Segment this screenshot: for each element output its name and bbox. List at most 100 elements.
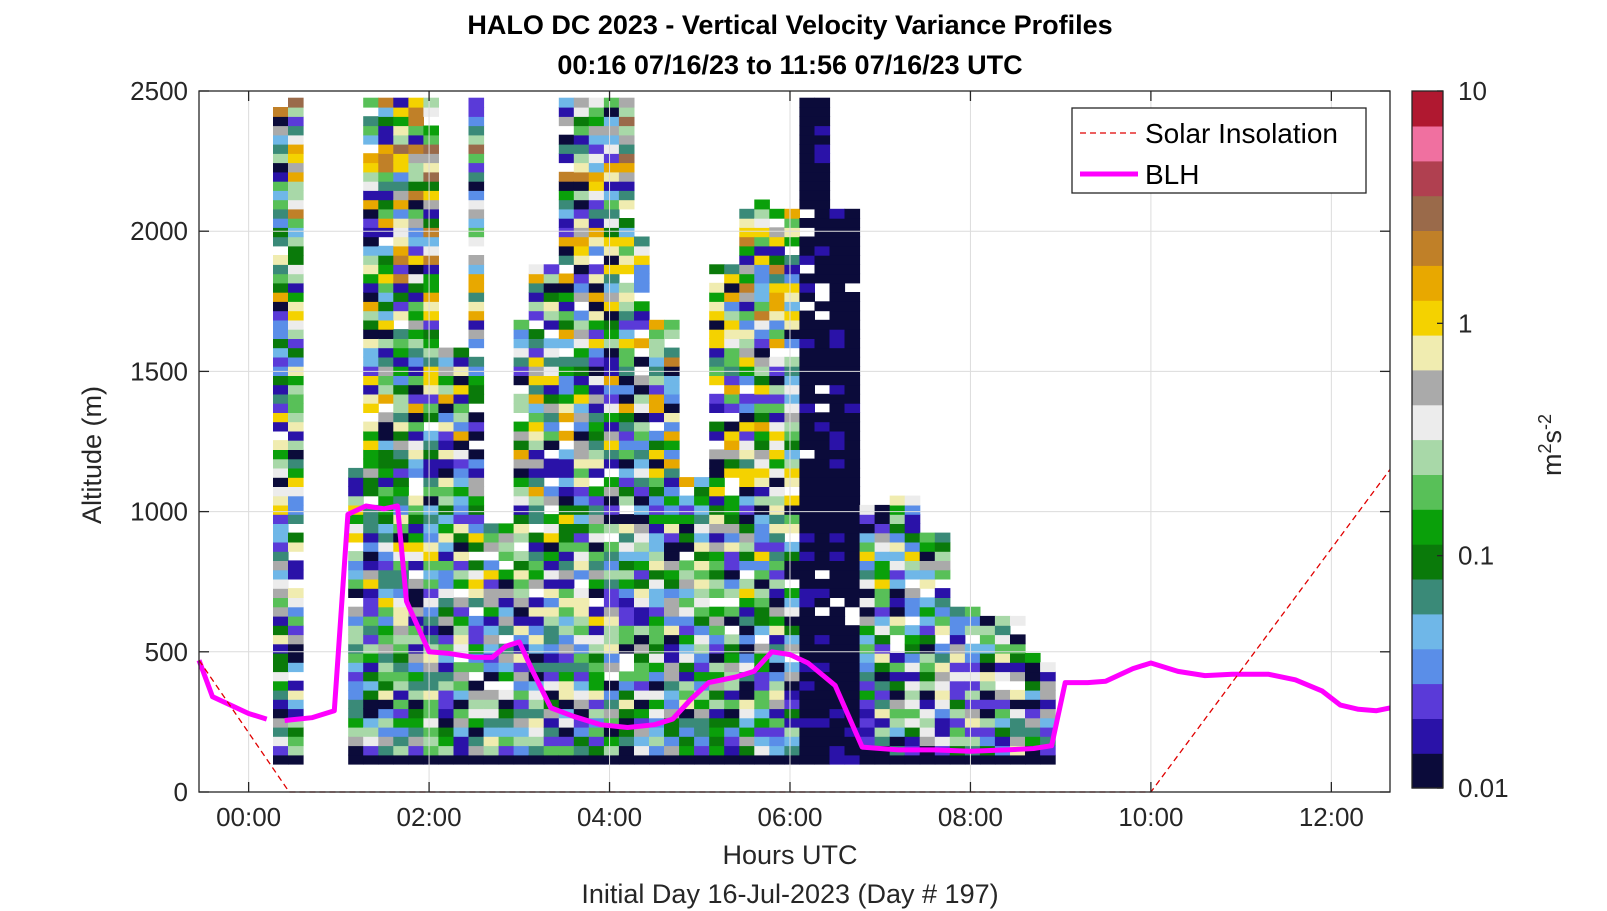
heatmap-cell <box>799 421 815 432</box>
heatmap-cell <box>934 569 951 580</box>
legend: Solar Insolation BLH <box>1071 107 1367 194</box>
heatmap-cell <box>288 292 304 302</box>
heatmap-cell <box>573 171 590 182</box>
heatmap-cell <box>423 347 439 358</box>
colorbar-segment <box>1412 718 1443 754</box>
heatmap-cell <box>799 125 815 136</box>
heatmap-cell <box>649 615 665 626</box>
heatmap-cell <box>679 726 695 737</box>
heatmap-cell <box>498 523 515 534</box>
heatmap-cell <box>603 699 620 710</box>
heatmap-cell <box>603 458 620 469</box>
heatmap-cell <box>588 116 605 127</box>
x-axis-label: Hours UTC <box>722 840 857 870</box>
heatmap-cell <box>363 255 379 265</box>
heatmap-cell <box>784 680 800 691</box>
x-tick-label: 06:00 <box>757 802 822 832</box>
heatmap-cell <box>408 440 424 450</box>
heatmap-cell <box>784 292 800 302</box>
heatmap-cell <box>573 134 590 145</box>
heatmap-cell <box>829 255 846 265</box>
heatmap-cell <box>423 652 439 663</box>
heatmap-cell <box>603 736 620 747</box>
heatmap-cell <box>634 245 650 256</box>
heatmap-cell <box>769 754 785 765</box>
heatmap-cell <box>889 736 906 747</box>
heatmap-cell <box>814 495 831 506</box>
heatmap-cell <box>694 689 710 700</box>
heatmap-cell <box>468 560 485 571</box>
heatmap-cell <box>363 273 379 284</box>
heatmap-cell <box>408 717 424 728</box>
heatmap-cell <box>393 412 409 423</box>
heatmap-cell <box>709 421 725 432</box>
heatmap-cell <box>378 615 394 626</box>
heatmap-cell <box>784 403 800 413</box>
heatmap-cell <box>468 273 485 284</box>
heatmap-cell <box>528 356 545 367</box>
heatmap-cell <box>453 430 470 441</box>
heatmap-cell <box>634 643 650 654</box>
heatmap-cell <box>769 662 785 673</box>
colorbar-segment <box>1412 439 1443 475</box>
heatmap-cell <box>769 643 785 654</box>
heatmap-cell <box>618 745 635 756</box>
heatmap-cell <box>739 412 755 423</box>
heatmap-cell <box>468 523 485 534</box>
heatmap-cell <box>664 449 680 460</box>
heatmap-cell <box>573 736 590 747</box>
heatmap-cell <box>348 615 364 626</box>
heatmap-cell <box>618 615 635 626</box>
heatmap-cell <box>573 292 590 302</box>
heatmap-cell <box>994 708 1011 719</box>
heatmap-cell <box>694 745 710 756</box>
heatmap-cell <box>754 264 770 275</box>
heatmap-cell <box>754 560 770 571</box>
heatmap-cell <box>618 301 635 312</box>
heatmap-cell <box>348 726 364 737</box>
heatmap-cell <box>423 227 439 238</box>
legend-box <box>1071 107 1367 194</box>
heatmap-cell <box>799 504 815 515</box>
heatmap-cell <box>588 588 605 598</box>
heatmap-cell <box>603 689 620 700</box>
heatmap-cell <box>378 264 394 275</box>
heatmap-cell <box>438 412 454 423</box>
colorbar-tick-label: 1 <box>1458 308 1472 338</box>
heatmap-cell <box>754 504 770 515</box>
heatmap-cell <box>483 708 500 719</box>
heatmap-cell <box>904 532 921 543</box>
heatmap-cell <box>468 134 485 145</box>
heatmap-cell <box>603 356 620 367</box>
heatmap-cell <box>829 745 846 756</box>
heatmap-cell <box>423 338 439 349</box>
heatmap-cell <box>829 486 846 497</box>
heatmap-cell <box>363 588 379 598</box>
heatmap-cell <box>664 689 680 700</box>
heatmap-cell <box>769 467 785 478</box>
heatmap-cell <box>829 699 846 710</box>
heatmap-cell <box>799 551 815 561</box>
heatmap-cell <box>874 541 891 552</box>
heatmap-cell <box>573 588 590 598</box>
heatmap-cell <box>393 652 409 663</box>
heatmap-cell <box>348 689 364 700</box>
heatmap-cell <box>934 680 951 691</box>
heatmap-cell <box>754 338 770 349</box>
heatmap-cell <box>573 208 590 219</box>
heatmap-cell <box>829 615 846 626</box>
heatmap-cell <box>799 347 815 358</box>
heatmap-cell <box>408 282 424 293</box>
heatmap-cell <box>408 467 424 478</box>
heatmap-cell <box>573 329 590 339</box>
heatmap-cell <box>543 541 560 552</box>
heatmap-cell <box>829 708 846 719</box>
heatmap-cell <box>814 541 831 552</box>
heatmap-cell <box>664 384 680 395</box>
heatmap-cell <box>378 699 394 710</box>
heatmap-cell <box>423 329 439 339</box>
heatmap-cell <box>528 569 545 580</box>
heatmap-cell <box>829 292 846 302</box>
heatmap-cell <box>739 689 755 700</box>
heatmap-cell <box>408 699 424 710</box>
